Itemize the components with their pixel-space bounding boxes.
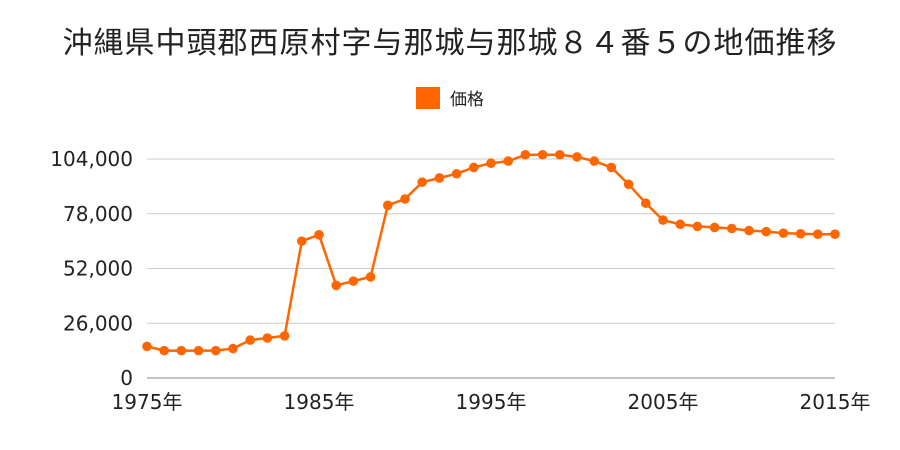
data-point xyxy=(159,345,169,356)
data-point xyxy=(262,333,273,343)
data-point xyxy=(314,230,324,240)
data-point xyxy=(709,222,720,233)
data-point xyxy=(761,226,771,237)
data-point xyxy=(555,149,565,160)
data-point xyxy=(623,179,634,190)
data-point xyxy=(520,149,531,160)
x-tick-label: 2015年 xyxy=(800,390,871,414)
data-point xyxy=(744,225,754,236)
data-point xyxy=(434,173,445,183)
data-point xyxy=(778,228,789,238)
data-point xyxy=(486,158,496,169)
data-point xyxy=(658,215,668,225)
data-point xyxy=(383,200,393,211)
data-point xyxy=(142,341,152,352)
data-point xyxy=(675,219,685,230)
data-point xyxy=(228,343,238,354)
data-point xyxy=(641,198,651,209)
data-point xyxy=(469,162,479,173)
y-tick-label: 78,000 xyxy=(63,202,133,226)
data-point xyxy=(692,221,703,232)
data-point xyxy=(830,229,840,239)
data-point xyxy=(297,236,307,246)
data-point xyxy=(795,228,806,239)
data-point xyxy=(279,331,290,341)
y-tick-label: 26,000 xyxy=(63,311,133,335)
x-tick-label: 2005年 xyxy=(628,390,699,414)
data-point xyxy=(727,223,737,234)
data-point xyxy=(589,156,599,166)
data-point xyxy=(193,345,204,356)
data-point xyxy=(331,280,342,291)
series-line xyxy=(146,153,835,352)
y-tick-label: 0 xyxy=(120,366,133,390)
data-point xyxy=(176,345,187,356)
x-tick-label: 1975年 xyxy=(112,390,183,414)
x-tick-label: 1995年 xyxy=(456,390,527,414)
data-point xyxy=(451,168,462,179)
data-point xyxy=(245,335,255,345)
y-tick-label: 52,000 xyxy=(63,257,133,281)
x-tick-label: 1985年 xyxy=(284,390,355,414)
chart-legend: 価格 xyxy=(0,85,900,110)
data-point xyxy=(348,276,359,286)
data-point xyxy=(400,194,410,204)
data-point xyxy=(417,177,428,187)
y-tick-label: 104,000 xyxy=(50,147,133,171)
data-point xyxy=(537,149,548,160)
legend-swatch xyxy=(416,86,440,109)
chart-title: 沖縄県中頭郡西原村字与那城与那城８４番５の地価推移 xyxy=(62,26,838,61)
data-point xyxy=(365,272,376,282)
data-point xyxy=(572,152,582,162)
data-point xyxy=(503,156,513,166)
legend-label: 価格 xyxy=(450,90,484,110)
data-point xyxy=(606,162,617,173)
data-point xyxy=(211,345,221,356)
data-point xyxy=(813,229,823,239)
